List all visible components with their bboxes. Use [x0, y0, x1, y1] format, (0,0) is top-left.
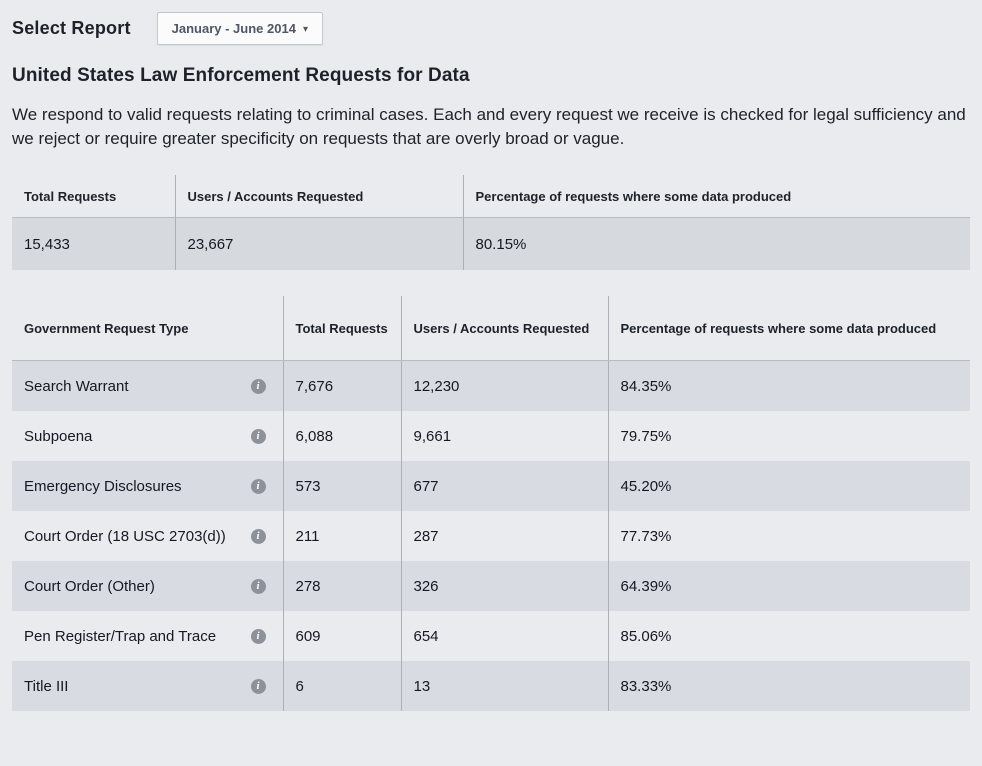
summary-table: Total Requests Users / Accounts Requeste…	[12, 175, 970, 270]
users-accounts-value: 654	[400, 611, 608, 661]
detail-col-total-requests: Total Requests	[282, 296, 401, 361]
table-row: Pen Register/Trap and Trace i 609 654 85…	[12, 611, 970, 661]
table-row: Court Order (Other) i 278 326 64.39%	[12, 561, 970, 611]
users-accounts-value: 287	[400, 511, 608, 561]
caret-down-icon: ▾	[302, 23, 308, 35]
detail-header-row: Government Request Type Total Requests U…	[12, 296, 970, 361]
report-period-dropdown[interactable]: January - June 2014 ▾	[156, 12, 323, 45]
detail-col-request-type: Government Request Type	[12, 296, 283, 361]
request-type-label: Court Order (Other)	[24, 577, 155, 595]
users-accounts-value: 677	[400, 461, 608, 511]
percentage-value: 85.06%	[607, 611, 970, 661]
request-type-label: Pen Register/Trap and Trace	[24, 627, 217, 645]
info-icon[interactable]: i	[250, 528, 266, 544]
summary-header-row: Total Requests Users / Accounts Requeste…	[12, 175, 970, 218]
page-description: We respond to valid requests relating to…	[12, 105, 966, 148]
info-icon[interactable]: i	[250, 428, 266, 444]
summary-data-row: 15,433 23,667 80.15%	[12, 217, 970, 270]
users-accounts-value: 9,661	[400, 411, 608, 461]
summary-col-total-requests: Total Requests	[12, 175, 175, 218]
table-row: Court Order (18 USC 2703(d)) i 211 287 7…	[12, 511, 970, 561]
request-type-label: Court Order (18 USC 2703(d))	[24, 527, 226, 545]
summary-col-percentage: Percentage of requests where some data p…	[462, 175, 970, 218]
info-icon[interactable]: i	[250, 578, 266, 594]
report-selector-row: Select Report January - June 2014 ▾	[12, 12, 970, 45]
total-requests-value: 278	[282, 561, 401, 611]
summary-total-requests-value: 15,433	[24, 235, 70, 253]
info-icon[interactable]: i	[250, 628, 266, 644]
total-requests-value: 573	[282, 461, 401, 511]
table-row: Subpoena i 6,088 9,661 79.75%	[12, 411, 970, 461]
summary-col-users-accounts: Users / Accounts Requested	[174, 175, 463, 218]
total-requests-value: 6,088	[282, 411, 401, 461]
total-requests-value: 6	[282, 661, 401, 711]
info-icon[interactable]: i	[250, 678, 266, 694]
select-report-label: Select Report	[12, 18, 131, 38]
users-accounts-value: 13	[400, 661, 608, 711]
page-title: United States Law Enforcement Requests f…	[12, 65, 470, 86]
summary-users-accounts-value: 23,667	[174, 217, 463, 270]
request-type-label: Subpoena	[24, 427, 93, 445]
detail-col-percentage: Percentage of requests where some data p…	[607, 296, 970, 361]
request-type-label: Emergency Disclosures	[24, 477, 182, 495]
percentage-value: 79.75%	[607, 411, 970, 461]
users-accounts-value: 12,230	[400, 360, 608, 411]
percentage-value: 45.20%	[607, 461, 970, 511]
total-requests-value: 609	[282, 611, 401, 661]
percentage-value: 77.73%	[607, 511, 970, 561]
table-row: Emergency Disclosures i 573 677 45.20%	[12, 461, 970, 511]
summary-percentage-value: 80.15%	[462, 217, 970, 270]
request-type-table: Government Request Type Total Requests U…	[12, 296, 970, 711]
info-icon[interactable]: i	[250, 478, 266, 494]
table-row: Title III i 6 13 83.33%	[12, 661, 970, 711]
percentage-value: 64.39%	[607, 561, 970, 611]
info-icon[interactable]: i	[250, 378, 266, 394]
users-accounts-value: 326	[400, 561, 608, 611]
percentage-value: 84.35%	[607, 360, 970, 411]
total-requests-value: 7,676	[282, 360, 401, 411]
report-period-value: January - June 2014	[171, 21, 296, 36]
detail-col-users-accounts: Users / Accounts Requested	[400, 296, 608, 361]
table-row: Search Warrant i 7,676 12,230 84.35%	[12, 360, 970, 411]
request-type-label: Search Warrant	[24, 377, 129, 395]
request-type-label: Title III	[24, 677, 69, 695]
percentage-value: 83.33%	[607, 661, 970, 711]
total-requests-value: 211	[282, 511, 401, 561]
